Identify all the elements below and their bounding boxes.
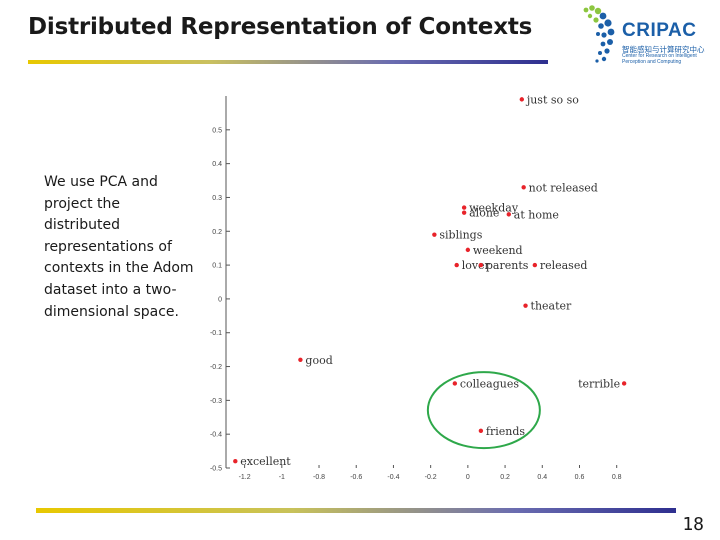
point-label: alone — [469, 207, 499, 220]
body-text: We use PCA and project the distributed r… — [44, 174, 194, 320]
point-label: weekend — [473, 244, 523, 257]
point-label: at home — [514, 208, 559, 221]
x-tick-label: -0.6 — [350, 474, 362, 481]
y-tick-label: -0.5 — [210, 466, 222, 473]
y-tick-label: -0.1 — [210, 330, 222, 337]
point-label: theater — [531, 300, 573, 313]
y-tick-label: -0.2 — [210, 364, 222, 371]
x-tick-label: -0.8 — [313, 474, 325, 481]
data-point — [454, 262, 459, 268]
point-label: weekday — [469, 202, 519, 215]
x-tick-label: 0.6 — [575, 474, 585, 481]
point-label: colleagues — [460, 377, 520, 390]
data-point — [506, 212, 511, 217]
footer-bar — [36, 508, 676, 513]
page-number: 18 — [682, 514, 704, 535]
point-label: lover — [462, 259, 491, 272]
x-tick-label: -0.2 — [425, 474, 437, 481]
x-tick-label: 0.4 — [537, 474, 547, 481]
y-tick-label: 0.3 — [212, 195, 222, 202]
data-point — [521, 185, 526, 190]
data-point — [298, 357, 303, 362]
data-point — [532, 262, 538, 268]
data-point — [432, 232, 437, 237]
data-point — [461, 210, 467, 215]
highlight-ellipse — [426, 371, 541, 450]
x-tick-label: -1.2 — [239, 474, 251, 481]
y-tick-label: 0.2 — [212, 229, 222, 236]
point-label: just so so — [525, 93, 579, 106]
x-tick-label: 0.2 — [500, 474, 510, 481]
y-tick-label: 0.5 — [212, 127, 222, 134]
cripac-logo: CRIPAC 智能感知与计算研究中心 Center for Research o… — [578, 4, 718, 66]
x-tick-label: 0.8 — [612, 474, 622, 481]
point-label: parents — [486, 259, 529, 272]
data-point — [523, 303, 528, 308]
x-tick-label: 0 — [466, 474, 470, 481]
data-point — [519, 97, 525, 102]
x-tick-label: -1 — [279, 474, 285, 481]
logo-subtitle-en-2: Perception and Computing — [622, 59, 682, 65]
x-tick-label: -0.4 — [387, 474, 399, 481]
data-point — [465, 247, 471, 253]
data-point — [461, 205, 467, 210]
point-label: friends — [486, 425, 525, 438]
point-label: terrible — [578, 377, 620, 390]
data-point — [233, 459, 238, 464]
logo-name: CRIPAC — [622, 20, 697, 41]
point-label: released — [540, 259, 588, 272]
y-tick-label: 0.4 — [212, 161, 222, 168]
data-point — [478, 262, 484, 268]
point-label: excellent — [240, 455, 291, 468]
title-underline — [28, 60, 548, 64]
y-tick-label: -0.3 — [210, 398, 222, 405]
y-tick-label: -0.4 — [210, 432, 222, 439]
data-point — [478, 428, 484, 433]
logo-subtitle-cn: 智能感知与计算研究中心 — [622, 45, 705, 54]
point-label: not released — [529, 181, 598, 194]
point-label: good — [305, 354, 332, 367]
point-label: siblings — [439, 229, 482, 242]
logo-subtitle-en-1: Center for Research on Intelligent — [622, 53, 697, 59]
dots-logo-icon — [583, 5, 615, 63]
data-point — [621, 381, 627, 386]
y-tick-label: 0.1 — [212, 263, 222, 270]
y-tick-label: 0 — [218, 296, 222, 303]
pca-scatter-plot: -0.5 -0.4 -0.3 -0.2 -0.1 0 0.1 0.2 0.3 0.4 0.5 -1.2… — [210, 93, 627, 481]
slide-title: Distributed Representation of Contexts — [28, 14, 533, 40]
data-point — [452, 381, 458, 386]
